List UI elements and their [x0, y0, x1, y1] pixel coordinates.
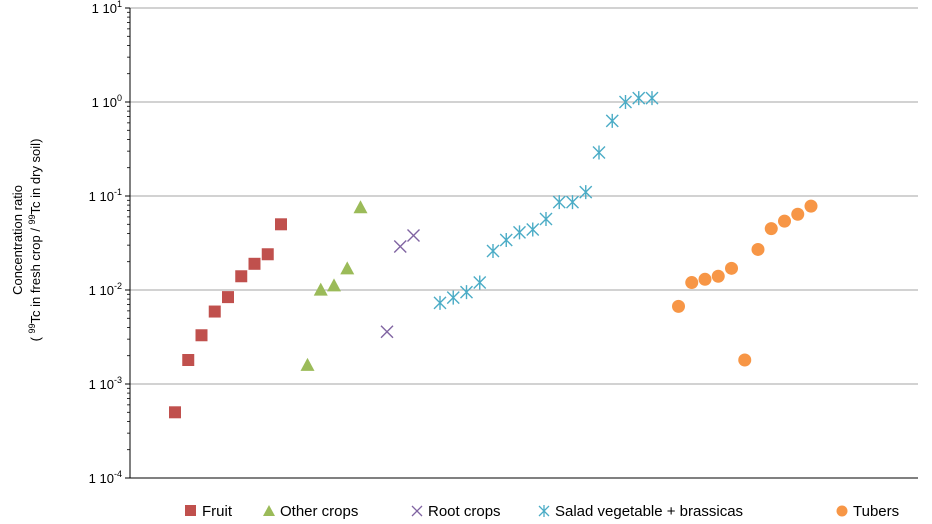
point-salad-vegetable-brassicas	[513, 225, 526, 240]
point-tubers	[791, 207, 805, 221]
point-fruit	[222, 291, 234, 304]
point-salad-vegetable-brassicas	[433, 295, 447, 310]
y-tick-label: 1 10-2	[89, 281, 122, 298]
point-salad-vegetable-brassicas	[579, 185, 593, 200]
point-other-crops	[353, 200, 368, 214]
point-salad-vegetable-brassicas	[539, 211, 553, 226]
legend-item-tubers: Tubers	[835, 502, 899, 520]
legend-label-other-crops: Other crops	[280, 502, 359, 520]
point-tubers	[804, 199, 818, 213]
y-axis-label-line1: Concentration ratio	[10, 185, 25, 295]
point-root-crops	[380, 325, 394, 339]
point-tubers	[711, 269, 725, 283]
square-marker-icon	[185, 505, 196, 516]
chart: 1 101 1 100 1 10-1 1 10-2 1 10-3 1 10-4 Conce…	[10, 0, 918, 486]
point-tubers	[685, 276, 699, 290]
point-tubers	[778, 214, 791, 228]
y-tick-labels: 1 101 1 100 1 10-1 1 10-2 1 10-3 1 10-4	[89, 0, 122, 486]
y-tick-label: 1 10-3	[89, 375, 122, 392]
point-root-crops	[393, 240, 407, 254]
point-tubers	[764, 222, 778, 236]
point-salad-vegetable-brassicas	[552, 195, 566, 210]
legend-label-salad-vegetable: Salad vegetable + brassicas	[555, 502, 744, 520]
star-marker-icon	[538, 505, 550, 517]
point-salad-vegetable-brassicas	[619, 95, 632, 109]
triangle-marker-icon	[263, 505, 275, 516]
legend-item-root-crops: Root crops	[410, 502, 501, 520]
point-fruit	[235, 270, 248, 283]
legend-label-fruit: Fruit	[202, 502, 232, 520]
point-salad-vegetable-brassicas	[526, 222, 540, 237]
x-marker-icon	[411, 505, 423, 517]
point-fruit	[275, 218, 287, 231]
point-other-crops	[327, 278, 341, 292]
y-tick-label: 1 100	[92, 93, 122, 110]
y-axis-label: Concentration ratio ( 99Tc in fresh crop…	[10, 139, 43, 342]
point-salad-vegetable-brassicas	[566, 195, 579, 210]
legend-item-salad-vegetable: Salad vegetable + brassicas	[537, 502, 743, 520]
point-fruit	[208, 305, 221, 318]
point-tubers	[751, 242, 765, 256]
y-tick-label: 1 10-1	[89, 187, 122, 204]
point-tubers	[672, 299, 685, 313]
point-fruit	[182, 354, 195, 367]
point-salad-vegetable-brassicas	[473, 275, 487, 290]
point-salad-vegetable-brassicas	[632, 91, 646, 106]
legend-item-other-crops: Other crops	[262, 502, 358, 520]
gridlines	[130, 7, 918, 385]
point-other-crops	[340, 261, 355, 275]
point-salad-vegetable-brassicas	[460, 285, 473, 300]
point-salad-vegetable-brassicas	[645, 91, 659, 106]
point-tubers	[698, 272, 712, 286]
point-salad-vegetable-brassicas	[486, 243, 500, 258]
point-root-crops	[407, 229, 420, 242]
circle-marker-icon	[836, 505, 848, 517]
legend-label-root-crops: Root crops	[428, 502, 501, 520]
legend: Fruit Other crops Root crops Salad veget…	[0, 500, 932, 522]
point-fruit	[248, 257, 261, 270]
point-other-crops	[313, 282, 328, 296]
point-salad-vegetable-brassicas	[499, 233, 513, 248]
point-fruit	[261, 248, 274, 261]
point-salad-vegetable-brassicas	[446, 290, 460, 305]
point-tubers	[738, 353, 752, 367]
point-other-crops	[300, 357, 315, 371]
legend-label-tubers: Tubers	[853, 502, 900, 520]
data-points	[169, 91, 818, 419]
point-fruit	[195, 329, 208, 342]
y-tick-label: 1 101	[92, 0, 122, 16]
point-fruit	[169, 406, 181, 419]
point-salad-vegetable-brassicas	[592, 145, 606, 160]
y-axis-label-line2: ( 99Tc in fresh crop / 99Tc in dry soil)	[27, 139, 43, 342]
point-salad-vegetable-brassicas	[605, 113, 619, 128]
legend-item-fruit: Fruit	[184, 502, 232, 520]
axes	[125, 7, 918, 479]
y-tick-label: 1 10-4	[89, 469, 122, 486]
point-tubers	[725, 261, 738, 275]
